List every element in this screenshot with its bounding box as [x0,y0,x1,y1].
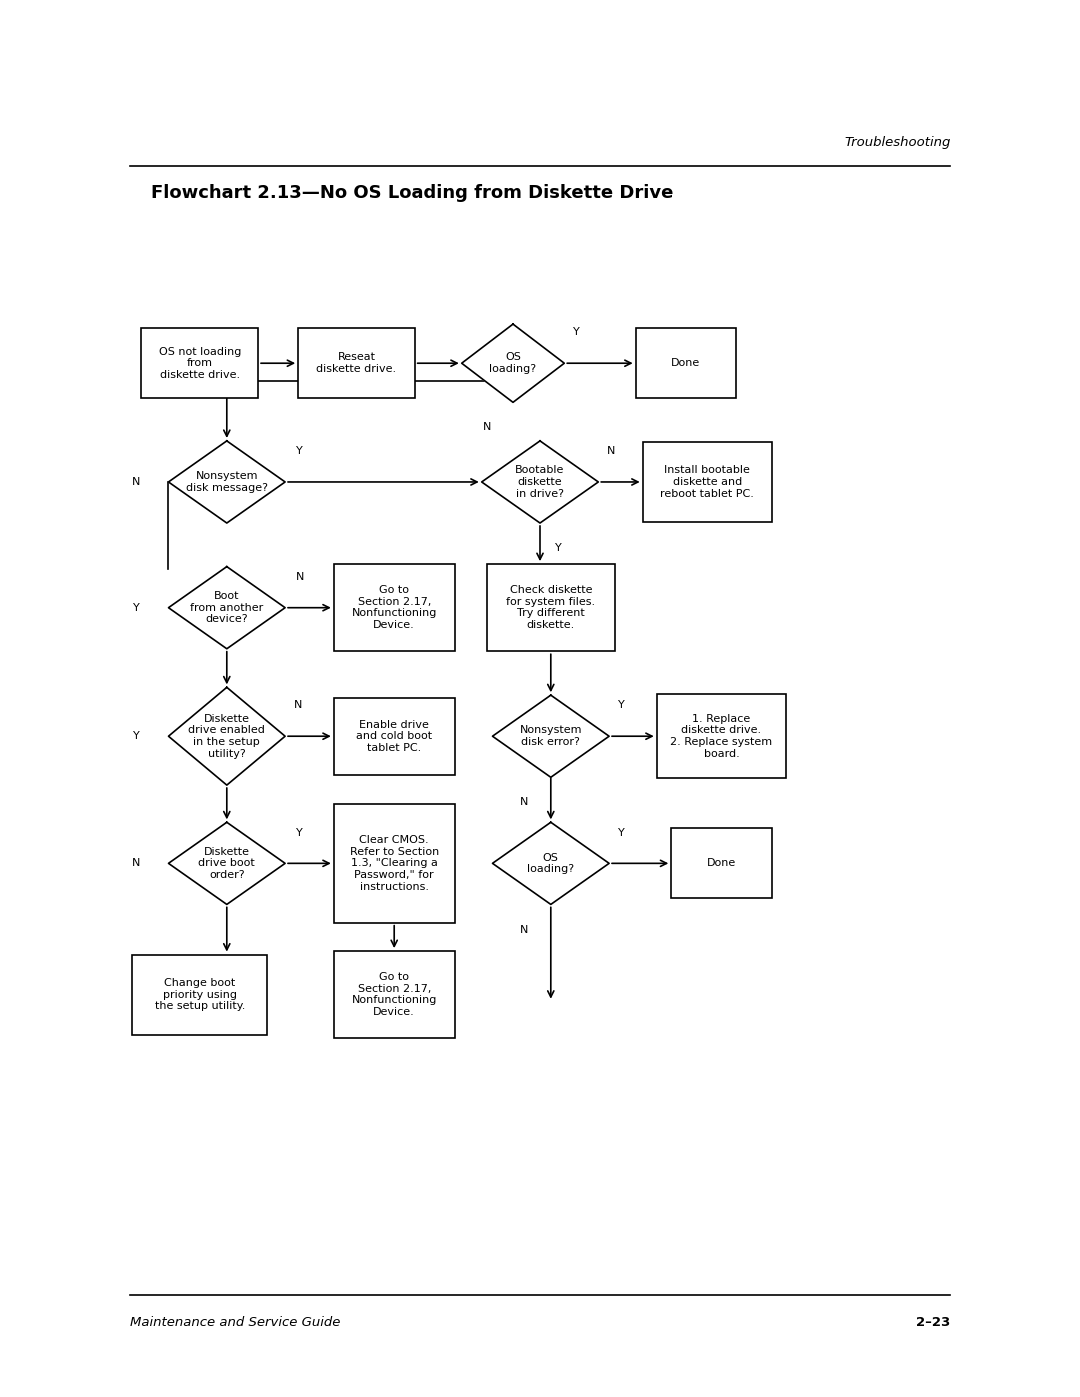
Text: Nonsystem
disk error?: Nonsystem disk error? [519,725,582,747]
FancyBboxPatch shape [334,803,455,922]
Text: OS
loading?: OS loading? [489,352,537,374]
Text: Check diskette
for system files.
Try different
diskette.: Check diskette for system files. Try dif… [507,585,595,630]
Text: Maintenance and Service Guide: Maintenance and Service Guide [130,1316,340,1329]
Text: Boot
from another
device?: Boot from another device? [190,591,264,624]
Text: Nonsystem
disk message?: Nonsystem disk message? [186,471,268,493]
FancyBboxPatch shape [298,328,415,398]
FancyBboxPatch shape [672,828,772,898]
FancyBboxPatch shape [635,328,737,398]
Text: Y: Y [296,827,302,838]
Text: 1. Replace
diskette drive.
2. Replace system
board.: 1. Replace diskette drive. 2. Replace sy… [671,714,772,759]
Text: 2–23: 2–23 [916,1316,950,1329]
Text: OS
loading?: OS loading? [527,852,575,875]
Polygon shape [492,696,609,777]
Text: OS not loading
from
diskette drive.: OS not loading from diskette drive. [159,346,241,380]
FancyBboxPatch shape [334,951,455,1038]
Text: Troubleshooting: Troubleshooting [845,137,950,149]
Polygon shape [168,823,285,904]
Text: Reseat
diskette drive.: Reseat diskette drive. [316,352,396,374]
Text: Y: Y [618,827,624,838]
Text: Enable drive
and cold boot
tablet PC.: Enable drive and cold boot tablet PC. [356,719,432,753]
FancyBboxPatch shape [141,328,258,398]
Text: Go to
Section 2.17,
Nonfunctioning
Device.: Go to Section 2.17, Nonfunctioning Devic… [351,585,437,630]
Text: Y: Y [296,446,302,457]
Text: N: N [294,700,302,711]
Text: Done: Done [671,358,701,369]
FancyBboxPatch shape [133,954,268,1035]
FancyBboxPatch shape [334,564,455,651]
Text: Y: Y [133,731,139,742]
FancyBboxPatch shape [657,694,786,778]
Text: Y: Y [555,543,562,553]
Text: Diskette
drive enabled
in the setup
utility?: Diskette drive enabled in the setup util… [188,714,266,759]
FancyBboxPatch shape [487,564,615,651]
Text: Go to
Section 2.17,
Nonfunctioning
Device.: Go to Section 2.17, Nonfunctioning Devic… [351,972,437,1017]
Text: Y: Y [133,602,139,613]
Text: N: N [519,798,528,807]
Text: N: N [132,476,140,488]
Text: Done: Done [706,858,737,869]
Polygon shape [492,823,609,904]
FancyBboxPatch shape [643,441,772,522]
Text: Y: Y [618,700,624,711]
Text: N: N [296,571,305,583]
Polygon shape [168,687,285,785]
Text: Install bootable
diskette and
reboot tablet PC.: Install bootable diskette and reboot tab… [661,465,754,499]
Polygon shape [482,441,598,522]
Text: N: N [519,925,528,935]
Text: Clear CMOS.
Refer to Section
1.3, "Clearing a
Password," for
instructions.: Clear CMOS. Refer to Section 1.3, "Clear… [350,835,438,891]
Text: Flowchart 2.13—No OS Loading from Diskette Drive: Flowchart 2.13—No OS Loading from Disket… [151,184,674,201]
Text: Change boot
priority using
the setup utility.: Change boot priority using the setup uti… [154,978,245,1011]
FancyBboxPatch shape [334,698,455,774]
Text: Bootable
diskette
in drive?: Bootable diskette in drive? [515,465,565,499]
Polygon shape [168,567,285,648]
Text: N: N [132,858,140,869]
Text: N: N [483,422,491,433]
Polygon shape [462,324,564,402]
Polygon shape [168,441,285,522]
Text: Diskette
drive boot
order?: Diskette drive boot order? [199,847,255,880]
Text: Y: Y [572,327,580,338]
Text: N: N [607,446,616,457]
